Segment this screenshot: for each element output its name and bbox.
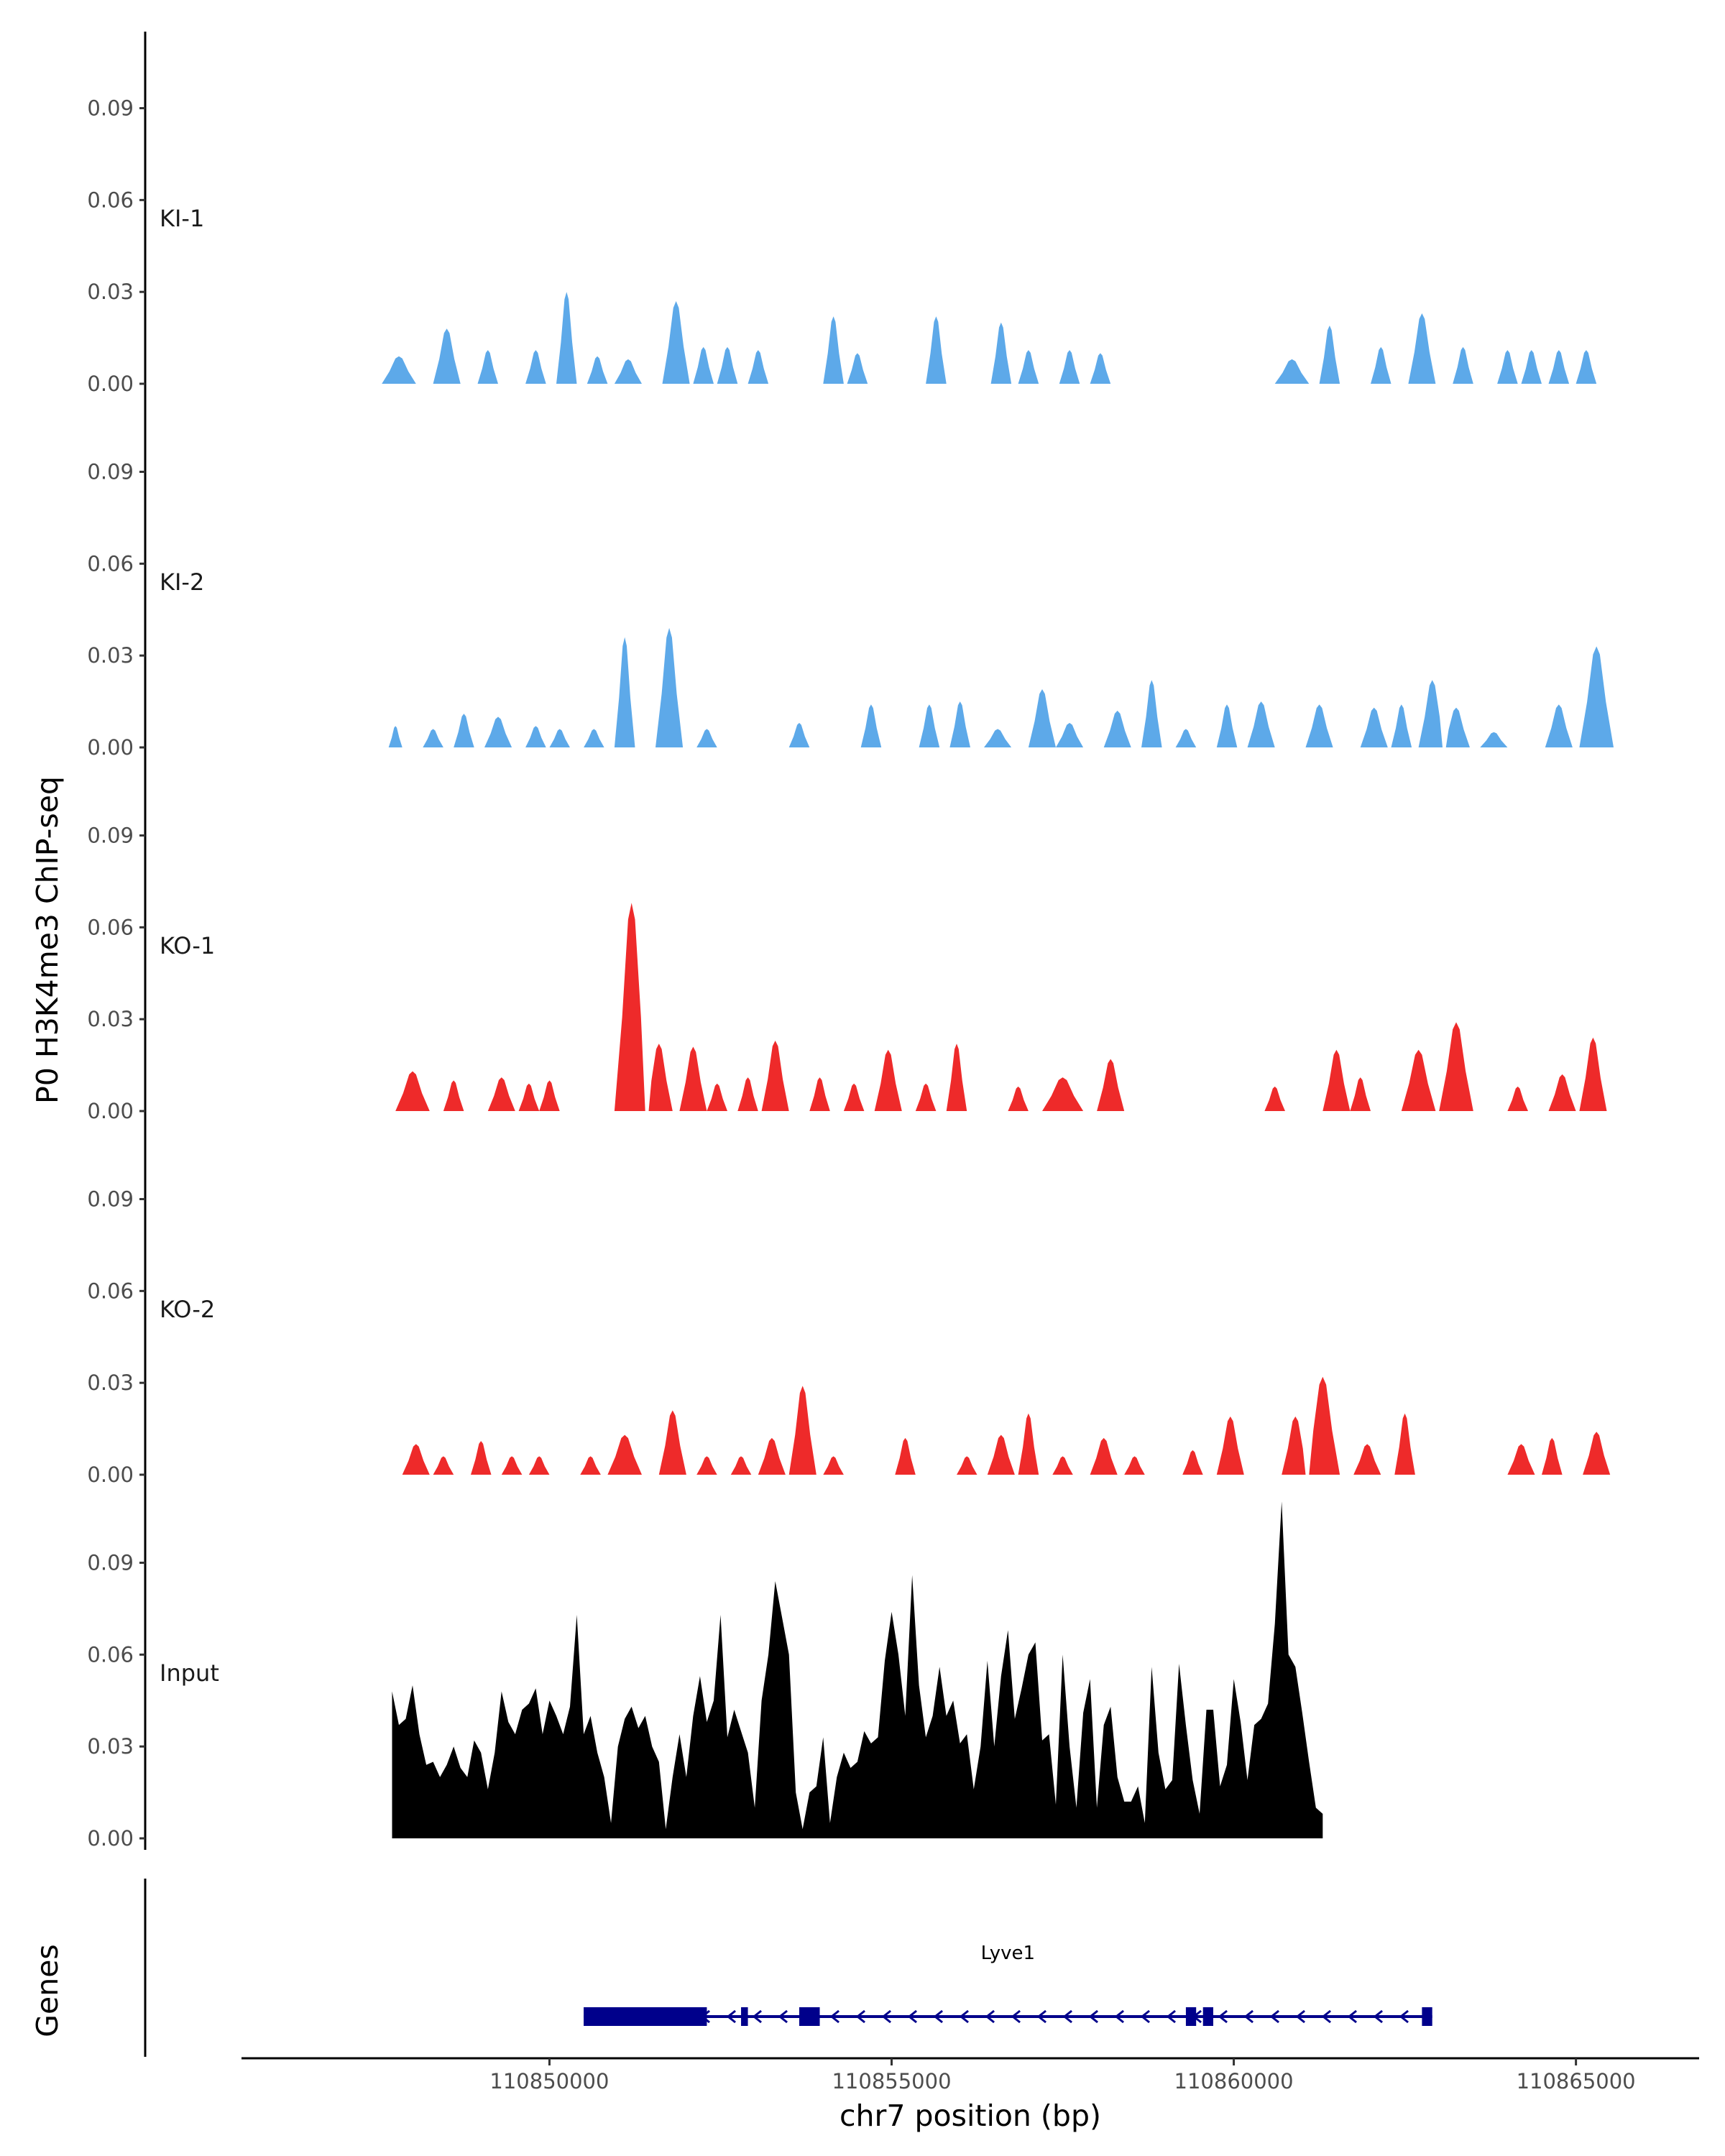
x-tick-label: 110860000 [1174, 2069, 1294, 2093]
y-tick-label: 0.00 [87, 1462, 134, 1487]
y-tick-label: 0.09 [87, 96, 134, 121]
strand-arrow [1088, 2009, 1098, 2024]
coverage-tracks: 0.00 0.03 0.06 0.09 KI-1 0.00 0.03 0.06 0.09 KI-2… [87, 32, 1614, 1851]
y-tick-label: 0.03 [87, 1734, 134, 1759]
x-tick-label: 110850000 [489, 2069, 609, 2093]
strand-arrow [778, 2009, 788, 2024]
exon [741, 2007, 748, 2026]
strand-arrow [959, 2009, 969, 2024]
strand-arrow [1321, 2009, 1331, 2024]
track-label: KO-1 [160, 932, 215, 959]
track-ko-1: 0.00 0.03 0.06 0.09 KO-1 [87, 759, 1607, 1123]
genes-axis-title: Genes [30, 1944, 65, 2037]
y-tick-label: 0.06 [87, 551, 134, 576]
strand-arrow [985, 2009, 995, 2024]
strand-arrow [1166, 2009, 1176, 2024]
y-tick-label: 0.09 [87, 1551, 134, 1575]
strand-arrow [1140, 2009, 1150, 2024]
track-label: KO-2 [160, 1296, 215, 1323]
strand-arrow [1114, 2009, 1124, 2024]
y-tick-label: 0.09 [87, 824, 134, 848]
strand-arrow [726, 2009, 736, 2024]
track-ko-2: 0.00 0.03 0.06 0.09 KO-2 [87, 1123, 1611, 1487]
exon [584, 2007, 707, 2026]
x-tick-label: 110855000 [832, 2069, 951, 2093]
exon [799, 2007, 820, 2026]
y-tick-label: 0.03 [87, 1007, 134, 1031]
strand-arrow [1399, 2009, 1409, 2024]
y-tick-label: 0.06 [87, 915, 134, 939]
strand-arrow [1269, 2009, 1279, 2024]
y-tick-label: 0.06 [87, 188, 134, 212]
y-tick-label: 0.00 [87, 372, 134, 396]
coverage-area [388, 627, 1614, 747]
gene-name-label: Lyve1 [981, 1943, 1035, 1964]
gene-track: Lyve1 [144, 1879, 1432, 2057]
coverage-area [402, 1376, 1611, 1475]
track-ki-1: 0.00 0.03 0.06 0.09 KI-1 [87, 32, 1597, 396]
strand-arrow [1243, 2009, 1254, 2024]
y-tick-label: 0.00 [87, 735, 134, 760]
strand-arrow [881, 2009, 891, 2024]
coverage-area [382, 292, 1597, 384]
strand-arrow [933, 2009, 943, 2024]
strand-arrow [907, 2009, 917, 2024]
y-tick-label: 0.09 [87, 1187, 134, 1212]
y-tick-label: 0.03 [87, 280, 134, 304]
x-axis-title: chr7 position (bp) [840, 2099, 1101, 2133]
track-label: KI-2 [160, 568, 204, 596]
y-tick-label: 0.00 [87, 1826, 134, 1851]
strand-arrow [855, 2009, 865, 2024]
y-axis-title: P0 H3K4me3 ChIP-seq [30, 776, 65, 1104]
y-tick-label: 0.00 [87, 1099, 134, 1123]
strand-arrow [1347, 2009, 1357, 2024]
track-label: Input [160, 1659, 219, 1687]
strand-arrow [1218, 2009, 1228, 2024]
y-tick-label: 0.09 [87, 460, 134, 484]
y-tick-label: 0.03 [87, 1370, 134, 1395]
strand-arrow [1036, 2009, 1046, 2024]
x-tick-label: 110865000 [1517, 2069, 1636, 2093]
strand-arrow [1373, 2009, 1383, 2024]
exon [1185, 2007, 1197, 2026]
y-tick-label: 0.06 [87, 1279, 134, 1303]
strand-arrow [1062, 2009, 1072, 2024]
strand-arrow [752, 2009, 762, 2024]
strand-arrow [1295, 2009, 1305, 2024]
coverage-area [395, 903, 1607, 1111]
y-tick-label: 0.06 [87, 1642, 134, 1667]
x-axis: 110850000 110855000 110860000 110865000 [242, 2057, 1699, 2093]
track-label: KI-1 [160, 205, 204, 232]
strand-arrow [1011, 2009, 1021, 2024]
exon [1202, 2007, 1213, 2026]
track-ki-2: 0.00 0.03 0.06 0.09 KI-2 [87, 395, 1614, 760]
exon [1422, 2007, 1432, 2026]
track-input: 0.00 0.03 0.06 0.09 Input [87, 1486, 1323, 1851]
y-tick-label: 0.03 [87, 643, 134, 668]
coverage-area [392, 1501, 1323, 1838]
strand-arrow [829, 2009, 840, 2024]
